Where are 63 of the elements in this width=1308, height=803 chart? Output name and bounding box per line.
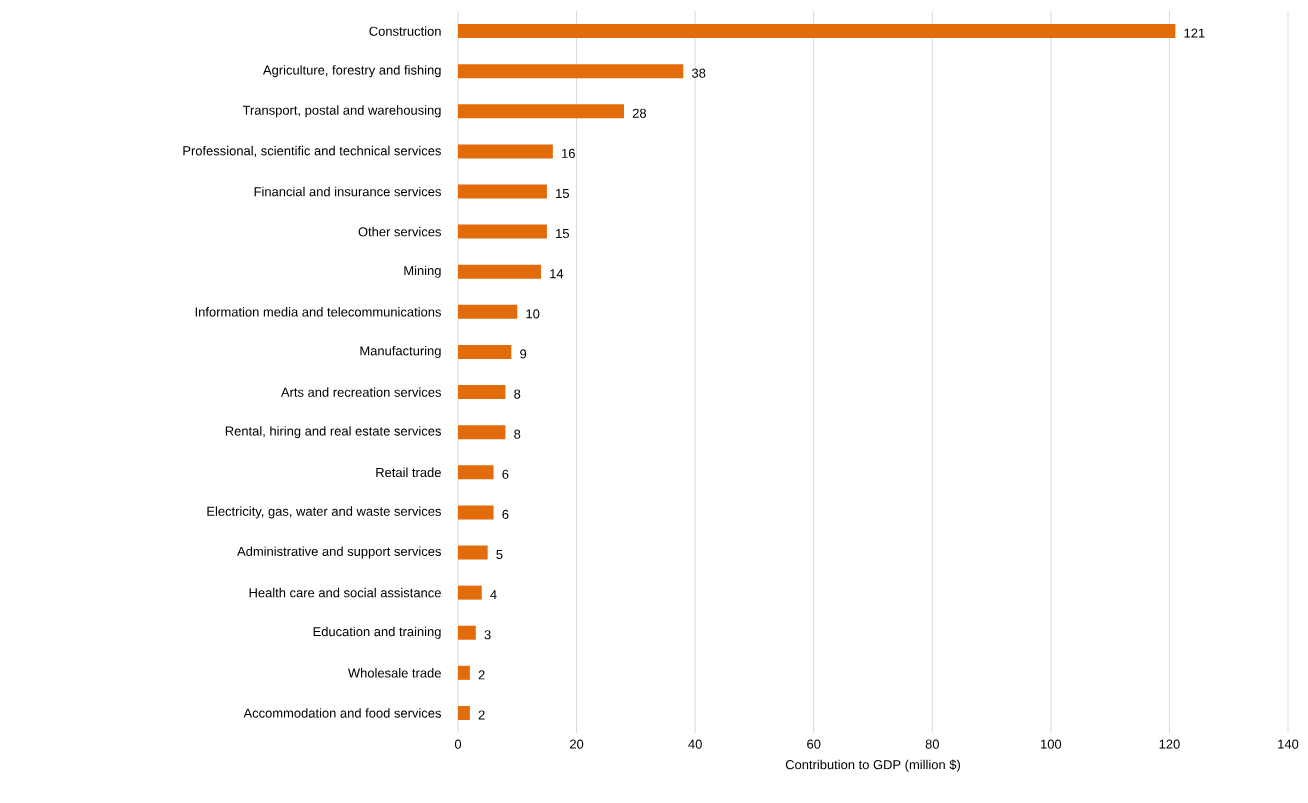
data-label: 8 [514,389,521,399]
bar [458,665,470,680]
x-tick-label: 0 [454,739,462,749]
x-tick-label: 100 [1041,739,1062,749]
bar [458,545,488,560]
data-label: 9 [520,349,527,359]
y-tick-label: Retail trade [376,467,441,478]
y-tick-label: Arts and recreation services [280,387,441,397]
bar [458,104,624,119]
y-tick-label: Administrative and support services [237,546,441,559]
y-tick-label: Agriculture, forestry and fishing [262,65,441,78]
y-tick-label: Financial and insurance services [254,186,441,197]
y-tick-label: Mining [404,265,441,278]
data-label: 5 [496,549,503,560]
bar [458,144,553,159]
bar [458,344,512,359]
bar [458,425,506,440]
bar [458,24,1176,39]
x-tick-label: 20 [570,739,584,749]
data-label: 8 [514,429,521,439]
bar [458,705,470,720]
data-label: 6 [502,509,509,519]
y-tick-label: Accommodation and food services [243,708,441,718]
bar [458,625,476,640]
data-label: 15 [556,229,569,239]
x-axis-title: Contribution to GDP (million $) [785,759,960,772]
bar [458,585,482,600]
y-tick-label: Other services [358,226,442,237]
data-label: 15 [556,188,569,199]
y-tick-label: Professional, scientific and technical services [183,145,441,157]
data-label: 6 [502,469,509,479]
y-tick-label: Wholesale trade [347,668,441,678]
data-label: 28 [632,108,647,118]
bar [458,304,518,319]
y-tick-label: Education and training [313,626,441,639]
y-tick-label: Rental, hiring and real estate services [225,426,441,439]
bar [458,184,547,199]
bar [458,64,684,79]
bar [458,465,494,480]
y-tick-label: Manufacturing [360,345,441,358]
bar [458,385,506,400]
data-label: 2 [478,710,485,720]
data-label: 2 [478,670,485,680]
x-tick-label: 140 [1278,739,1299,749]
data-label: 3 [484,630,491,640]
bar [458,505,494,520]
data-label: 10 [526,309,540,319]
data-label: 38 [691,68,706,78]
x-tick-label: 40 [688,739,702,749]
x-tick-label: 60 [807,739,821,749]
y-tick-label: Electricity, gas, water and waste services [207,506,441,519]
y-tick-label: Construction [369,26,441,36]
y-tick-label: Health care and social assistance [249,587,441,598]
bar [458,264,541,279]
data-label: 16 [562,148,575,158]
bar [458,224,547,239]
data-label: 121 [1184,28,1205,38]
y-tick-label: Information media and telecommunications [195,307,441,317]
data-label: 4 [490,590,497,600]
x-tick-label: 120 [1159,739,1180,749]
y-tick-label: Transport, postal and warehousing [242,105,441,118]
x-tick-label: 80 [925,739,939,749]
data-label: 14 [550,269,564,279]
